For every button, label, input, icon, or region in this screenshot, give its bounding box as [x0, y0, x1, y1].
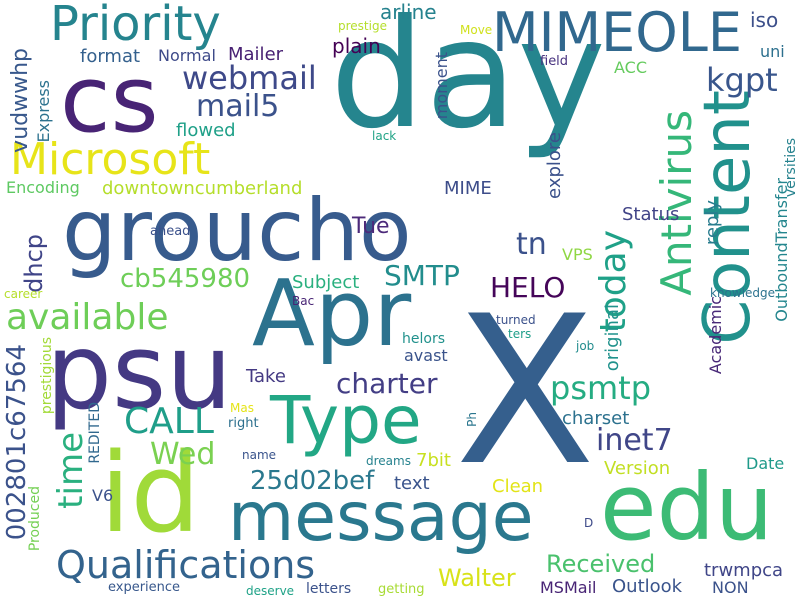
- word-x: X: [455, 273, 596, 511]
- word-dhcp: dhcp: [20, 234, 48, 293]
- word-prestigious: prestigious: [39, 337, 55, 415]
- word-job: job: [576, 339, 595, 353]
- word-experience: experience: [108, 580, 181, 595]
- word-redited: REDITED: [87, 402, 103, 464]
- word-edu: edu: [600, 454, 774, 561]
- word-career: career: [4, 287, 43, 301]
- word-mail5: mail5: [196, 89, 280, 124]
- word-walter: Walter: [438, 564, 516, 592]
- word-explore: explore: [544, 132, 565, 199]
- word-avast: avast: [404, 346, 448, 365]
- word-smtp: SMTP: [384, 259, 460, 292]
- word-7bit: 7bit: [416, 450, 451, 471]
- word-wed: Wed: [150, 437, 216, 472]
- word-iso: iso: [750, 8, 779, 32]
- word-v6: V6: [92, 486, 114, 505]
- word-outboundtransfer: OutboundTransfer: [772, 178, 791, 322]
- word-take: Take: [246, 366, 286, 387]
- word-produced: Produced: [27, 486, 43, 552]
- word-right: right: [228, 416, 259, 431]
- word-helors: helors: [402, 331, 445, 347]
- word-ph: Ph: [465, 412, 479, 427]
- word-name: name: [242, 448, 277, 462]
- word-format: format: [80, 46, 141, 67]
- word-clean: Clean: [492, 476, 544, 497]
- word-express: Express: [34, 80, 53, 143]
- word-tn: tn: [516, 227, 547, 262]
- word-plain: plain: [332, 34, 381, 58]
- word-turned: turned: [496, 313, 536, 327]
- word-cs: cs: [60, 46, 159, 153]
- word-type: Type: [270, 382, 422, 459]
- word-non: NON: [712, 578, 749, 597]
- word-outlook: Outlook: [612, 576, 683, 597]
- word-available: available: [6, 297, 169, 338]
- word-knowledge: knowledge: [710, 286, 776, 300]
- word-normal: Normal: [158, 46, 216, 65]
- word-time: time: [51, 432, 91, 509]
- word-deserve: deserve: [246, 584, 295, 598]
- word-priority: Priority: [50, 0, 221, 52]
- word-version: Version: [604, 458, 671, 479]
- word-microsoft: Microsoft: [10, 134, 211, 185]
- word-trwmpca: trwmpca: [704, 560, 784, 581]
- word-id: id: [100, 429, 201, 557]
- word-charset: charset: [562, 408, 630, 429]
- word-letters: letters: [306, 581, 352, 597]
- word-academic: Academic: [706, 296, 725, 375]
- word-reply: reply: [702, 200, 723, 246]
- word-getting: getting: [378, 582, 425, 597]
- word-mimeole: MIMEOLE: [492, 1, 742, 64]
- word-mas: Mas: [230, 401, 254, 415]
- word-qualifications: Qualifications: [56, 543, 316, 587]
- word-bac: Bac: [292, 294, 315, 308]
- word-charter: charter: [336, 367, 438, 400]
- word-inet7: inet7: [596, 423, 673, 458]
- word-webmail: webmail: [182, 59, 317, 97]
- word-prestige: prestige: [338, 19, 387, 33]
- word-lack: lack: [372, 129, 397, 143]
- word-encoding: Encoding: [6, 178, 80, 197]
- word-vps: VPS: [562, 245, 593, 264]
- word-original: original: [602, 304, 623, 372]
- word-text: text: [394, 473, 430, 494]
- word-uni: uni: [760, 42, 785, 61]
- word-field: field: [540, 54, 569, 69]
- word-moment: moment: [432, 52, 451, 120]
- word-d: D: [584, 516, 594, 530]
- word-versities: versities: [783, 138, 799, 198]
- word-groucho: groucho: [62, 181, 412, 281]
- word-date: Date: [746, 454, 785, 473]
- word-day: day: [330, 0, 606, 162]
- word-received: Received: [546, 550, 656, 578]
- word-apr: Apr: [252, 260, 412, 367]
- word-tue: Tue: [352, 214, 390, 239]
- word-arline: arline: [380, 0, 437, 24]
- word-status: Status: [622, 204, 680, 225]
- word-flowed: flowed: [176, 120, 236, 141]
- word-ahead: ahead: [150, 224, 191, 239]
- word-move: Move: [460, 23, 493, 37]
- word-psu: psu: [46, 311, 233, 433]
- word-mailer: Mailer: [228, 44, 284, 65]
- word-psmtp: psmtp: [550, 369, 652, 407]
- word-msmail: MSMail: [540, 578, 597, 597]
- word-kgpt: kgpt: [706, 61, 778, 99]
- word-mime: MIME: [444, 178, 492, 199]
- word-cb545980: cb545980: [120, 264, 251, 294]
- word-vudwwhp: vudwwhp: [8, 48, 33, 153]
- word-subject: Subject: [292, 272, 360, 293]
- word-downtowncumberland: downtowncumberland: [102, 178, 303, 199]
- word-acc: ACC: [614, 58, 648, 77]
- word-25d02bef: 25d02bef: [250, 466, 375, 496]
- word-message: message: [228, 478, 534, 557]
- word-helo: HELO: [490, 271, 566, 304]
- word-dreams: dreams: [366, 454, 411, 468]
- word-antivirus: Antivirus: [652, 110, 701, 296]
- word-call: CALL: [124, 401, 214, 442]
- word-ters: ters: [508, 327, 532, 341]
